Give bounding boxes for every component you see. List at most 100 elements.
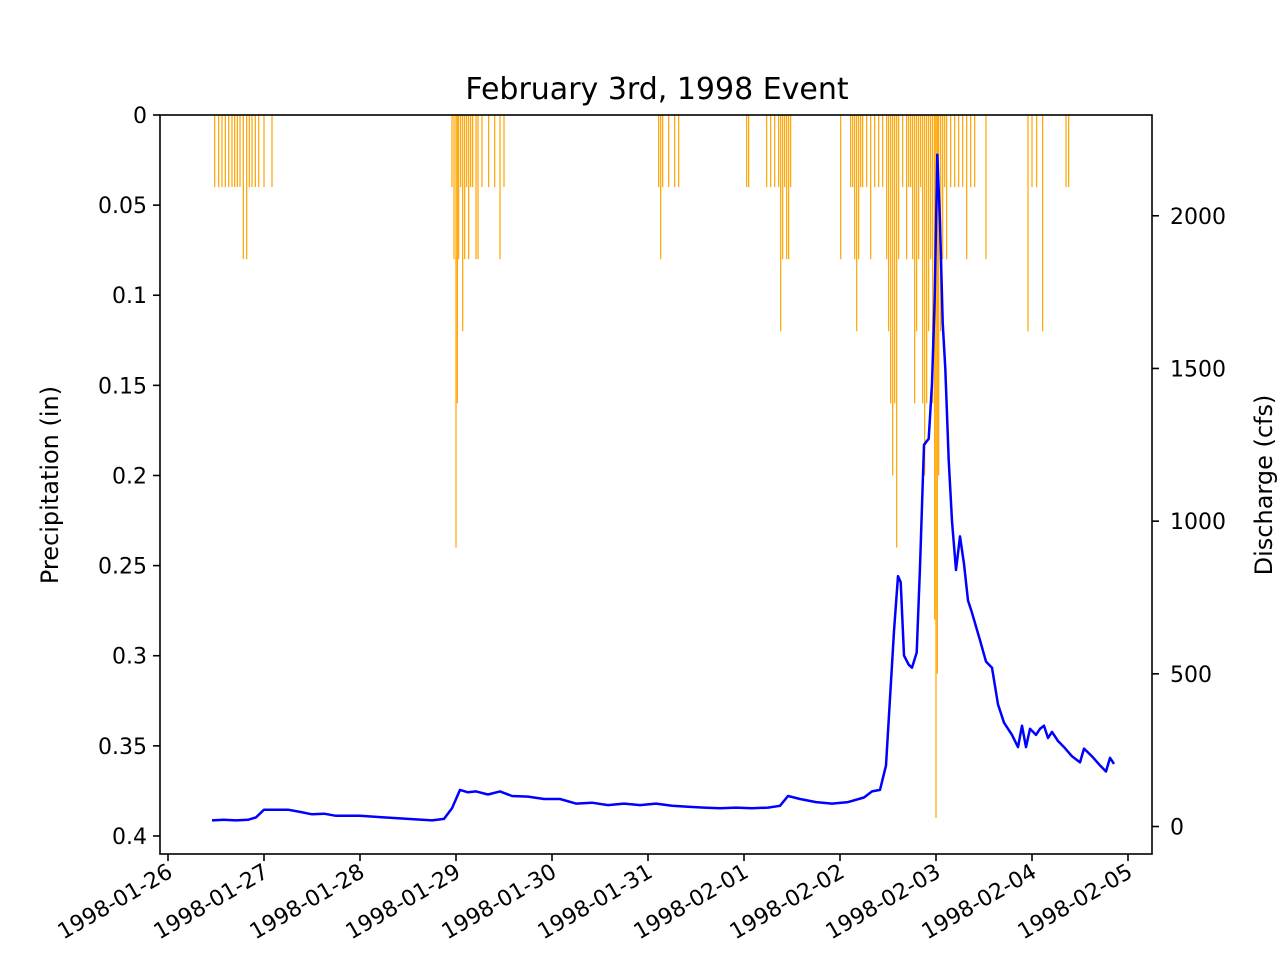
precipitation-bar (950, 115, 952, 188)
precipitation-bar (662, 115, 664, 188)
precipitation-bar (890, 115, 892, 404)
precipitation-bar (462, 115, 464, 332)
precipitation-bar (239, 115, 241, 188)
precipitation-bars (214, 115, 1070, 818)
y-right-tick-label: 2000 (1170, 205, 1226, 230)
precipitation-bar (254, 115, 256, 188)
precipitation-bar (221, 115, 223, 188)
precipitation-bar (790, 115, 792, 188)
precipitation-bar (928, 115, 930, 332)
precipitation-bar (924, 115, 926, 476)
precipitation-bar (451, 115, 453, 188)
precipitation-bar (934, 115, 936, 620)
precipitation-bar (942, 115, 944, 260)
precipitation-bar (862, 115, 864, 188)
precipitation-bar (914, 115, 916, 404)
precipitation-bar (906, 115, 908, 260)
precipitation-bar (850, 115, 852, 188)
precipitation-bar (464, 115, 466, 260)
precipitation-bar (460, 115, 462, 188)
precipitation-bar (930, 115, 932, 260)
precipitation-bar (248, 115, 250, 188)
precipitation-bar (674, 115, 676, 188)
precipitation-bar (770, 115, 772, 188)
precipitation-bar (886, 115, 888, 260)
precipitation-bar (866, 115, 868, 188)
precipitation-bar (922, 115, 924, 404)
precipitation-bar (860, 115, 862, 188)
y-left-tick-label: 0 (133, 104, 147, 129)
precipitation-bar (910, 115, 912, 188)
precipitation-bar (231, 115, 233, 188)
precipitation-bar (251, 115, 253, 188)
y-left-tick-label: 0.15 (98, 374, 147, 399)
precipitation-bar (466, 115, 468, 188)
precipitation-bar (852, 115, 854, 188)
precipitation-bar (926, 115, 928, 404)
precipitation-bar (228, 115, 230, 188)
precipitation-bar (788, 115, 790, 260)
precipitation-bar (936, 115, 938, 674)
discharge-line (211, 153, 1116, 822)
precipitation-bar (481, 115, 483, 188)
precipitation-bar (494, 115, 496, 188)
y-left-axis-label: Precipitation (in) (36, 386, 64, 584)
y-left-tick-label: 0.05 (98, 194, 147, 219)
precipitation-bar (918, 115, 920, 260)
precipitation-bar (888, 115, 890, 332)
precipitation-bar (932, 115, 934, 404)
y-right-tick-label: 1500 (1170, 357, 1226, 382)
y-right-tick-label: 500 (1170, 663, 1212, 688)
precipitation-bar (1036, 115, 1038, 188)
precipitation-bar (962, 115, 964, 188)
precipitation-bar (944, 115, 946, 188)
precipitation-bar (1027, 115, 1029, 332)
precipitation-bar (985, 115, 987, 260)
precipitation-bar (455, 115, 457, 548)
precipitation-bar (658, 115, 660, 188)
precipitation-bar (453, 115, 455, 260)
precipitation-bar (258, 115, 260, 188)
precipitation-bar (774, 115, 776, 188)
precipitation-bar (1031, 115, 1033, 188)
precipitation-bar (477, 115, 479, 260)
precipitation-bar (748, 115, 750, 188)
precipitation-bar (488, 115, 490, 188)
precipitation-bar (472, 115, 474, 188)
precipitation-bar (746, 115, 748, 188)
precipitation-bar (894, 115, 896, 404)
precipitation-bar (854, 115, 856, 260)
y-right-tick-label: 1000 (1170, 510, 1226, 535)
y-right-axis-label: Discharge (cfs) (1250, 395, 1278, 576)
precipitation-bar (1042, 115, 1044, 332)
precipitation-bar (499, 115, 501, 260)
y-left-tick-label: 0.35 (98, 735, 147, 760)
precipitation-bar (263, 115, 265, 188)
precipitation-bar (856, 115, 858, 332)
precipitation-bar (780, 115, 782, 332)
precipitation-bar (908, 115, 910, 188)
precipitation-bar (954, 115, 956, 188)
plot-frame (159, 114, 1153, 855)
discharge-line-group (211, 153, 1116, 822)
precipitation-bar (902, 115, 904, 188)
y-left-tick-label: 0.2 (112, 464, 147, 489)
precipitation-bar (874, 115, 876, 188)
precipitation-bar (668, 115, 670, 188)
precipitation-bar (470, 115, 472, 188)
chart-title: February 3rd, 1998 Event (465, 72, 849, 107)
precipitation-bar (1068, 115, 1070, 188)
precipitation-bar (242, 115, 244, 260)
precipitation-bar (475, 115, 477, 260)
precipitation-bar (782, 115, 784, 260)
precipitation-bar (966, 115, 968, 260)
precipitation-bar (458, 115, 460, 260)
precipitation-bar (234, 115, 236, 188)
precipitation-bar (912, 115, 914, 260)
y-left-tick-label: 0.3 (112, 645, 147, 670)
precipitation-bar (214, 115, 216, 188)
precipitation-bar (784, 115, 786, 188)
precipitation-bar (1065, 115, 1067, 188)
precipitation-bar (468, 115, 470, 260)
